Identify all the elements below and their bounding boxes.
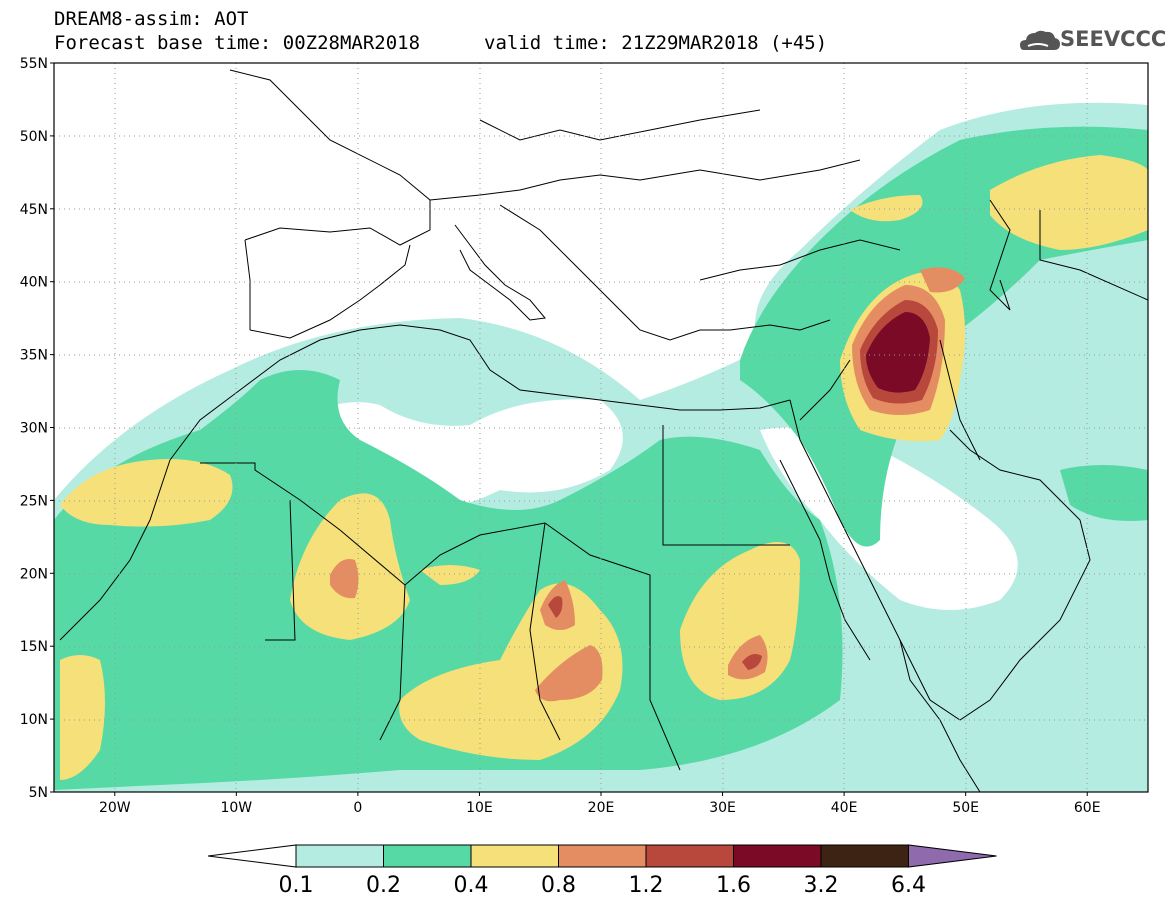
lon-tick-label: 40E [831, 800, 858, 816]
lon-tick-label: 30E [709, 800, 736, 816]
lat-tick-label: 20N [20, 566, 48, 582]
lat-tick-label: 25N [20, 493, 48, 509]
longitude-axis: 20W 10W 0 10E 20E 30E 40E 50E 60E [99, 792, 1101, 816]
colorbar-level-label: 3.2 [803, 873, 839, 898]
colorbar-level-label: 1.2 [628, 873, 664, 898]
colorbar-level-label: 6.4 [891, 873, 926, 898]
forecast-base-time: Forecast base time: 00Z28MAR2018 [54, 32, 421, 54]
lon-tick-label: 20W [99, 800, 131, 816]
colorbar-level-label: 1.6 [716, 873, 751, 898]
latitude-axis: 5N 10N 15N 20N 25N 30N 35N 40N 45N 50N 55N [20, 56, 54, 801]
coastlines [59, 69, 1148, 792]
colorbar-level-label: 0.8 [541, 873, 576, 898]
lon-tick-label: 50E [952, 800, 979, 816]
colorbar-swatch [383, 844, 472, 868]
colorbar-swatch [295, 844, 384, 868]
colorbar-swatch [645, 844, 734, 868]
valid-time: valid time: 21Z29MAR2018 (+45) [484, 32, 828, 54]
logo-text: SEEVCCC [1060, 27, 1165, 51]
lon-tick-label: 10W [220, 800, 252, 816]
colorbar-swatch [820, 844, 909, 868]
lon-tick-label: 60E [1074, 800, 1101, 816]
colorbar-over-arrow [908, 844, 997, 868]
lat-tick-label: 30N [20, 421, 48, 437]
plot-title: DREAM8-assim: AOT [54, 8, 249, 30]
colorbar-under-arrow [207, 844, 297, 868]
lon-tick-label: 0 [353, 800, 362, 816]
colorbar-swatch [470, 844, 559, 868]
colorbar-level-label: 0.4 [453, 873, 489, 898]
lat-tick-label: 35N [20, 348, 48, 364]
lat-tick-label: 10N [20, 712, 48, 728]
colorbar-level-label: 0.2 [366, 873, 401, 898]
lat-tick-label: 45N [20, 202, 48, 218]
colorbar-swatch [733, 844, 822, 868]
lat-tick-label: 50N [20, 129, 48, 145]
lat-tick-label: 55N [20, 56, 48, 72]
colorbar-level-label: 0.1 [278, 873, 314, 898]
aot-field [54, 102, 1148, 792]
cloud-logo-icon [1020, 30, 1060, 50]
lat-tick-label: 40N [20, 275, 48, 291]
lat-tick-label: 15N [20, 639, 48, 655]
lon-tick-label: 20E [588, 800, 615, 816]
colorbar [207, 844, 997, 868]
colorbar-swatch [558, 844, 647, 868]
lat-tick-label: 5N [29, 785, 48, 801]
lon-tick-label: 10E [466, 800, 493, 816]
